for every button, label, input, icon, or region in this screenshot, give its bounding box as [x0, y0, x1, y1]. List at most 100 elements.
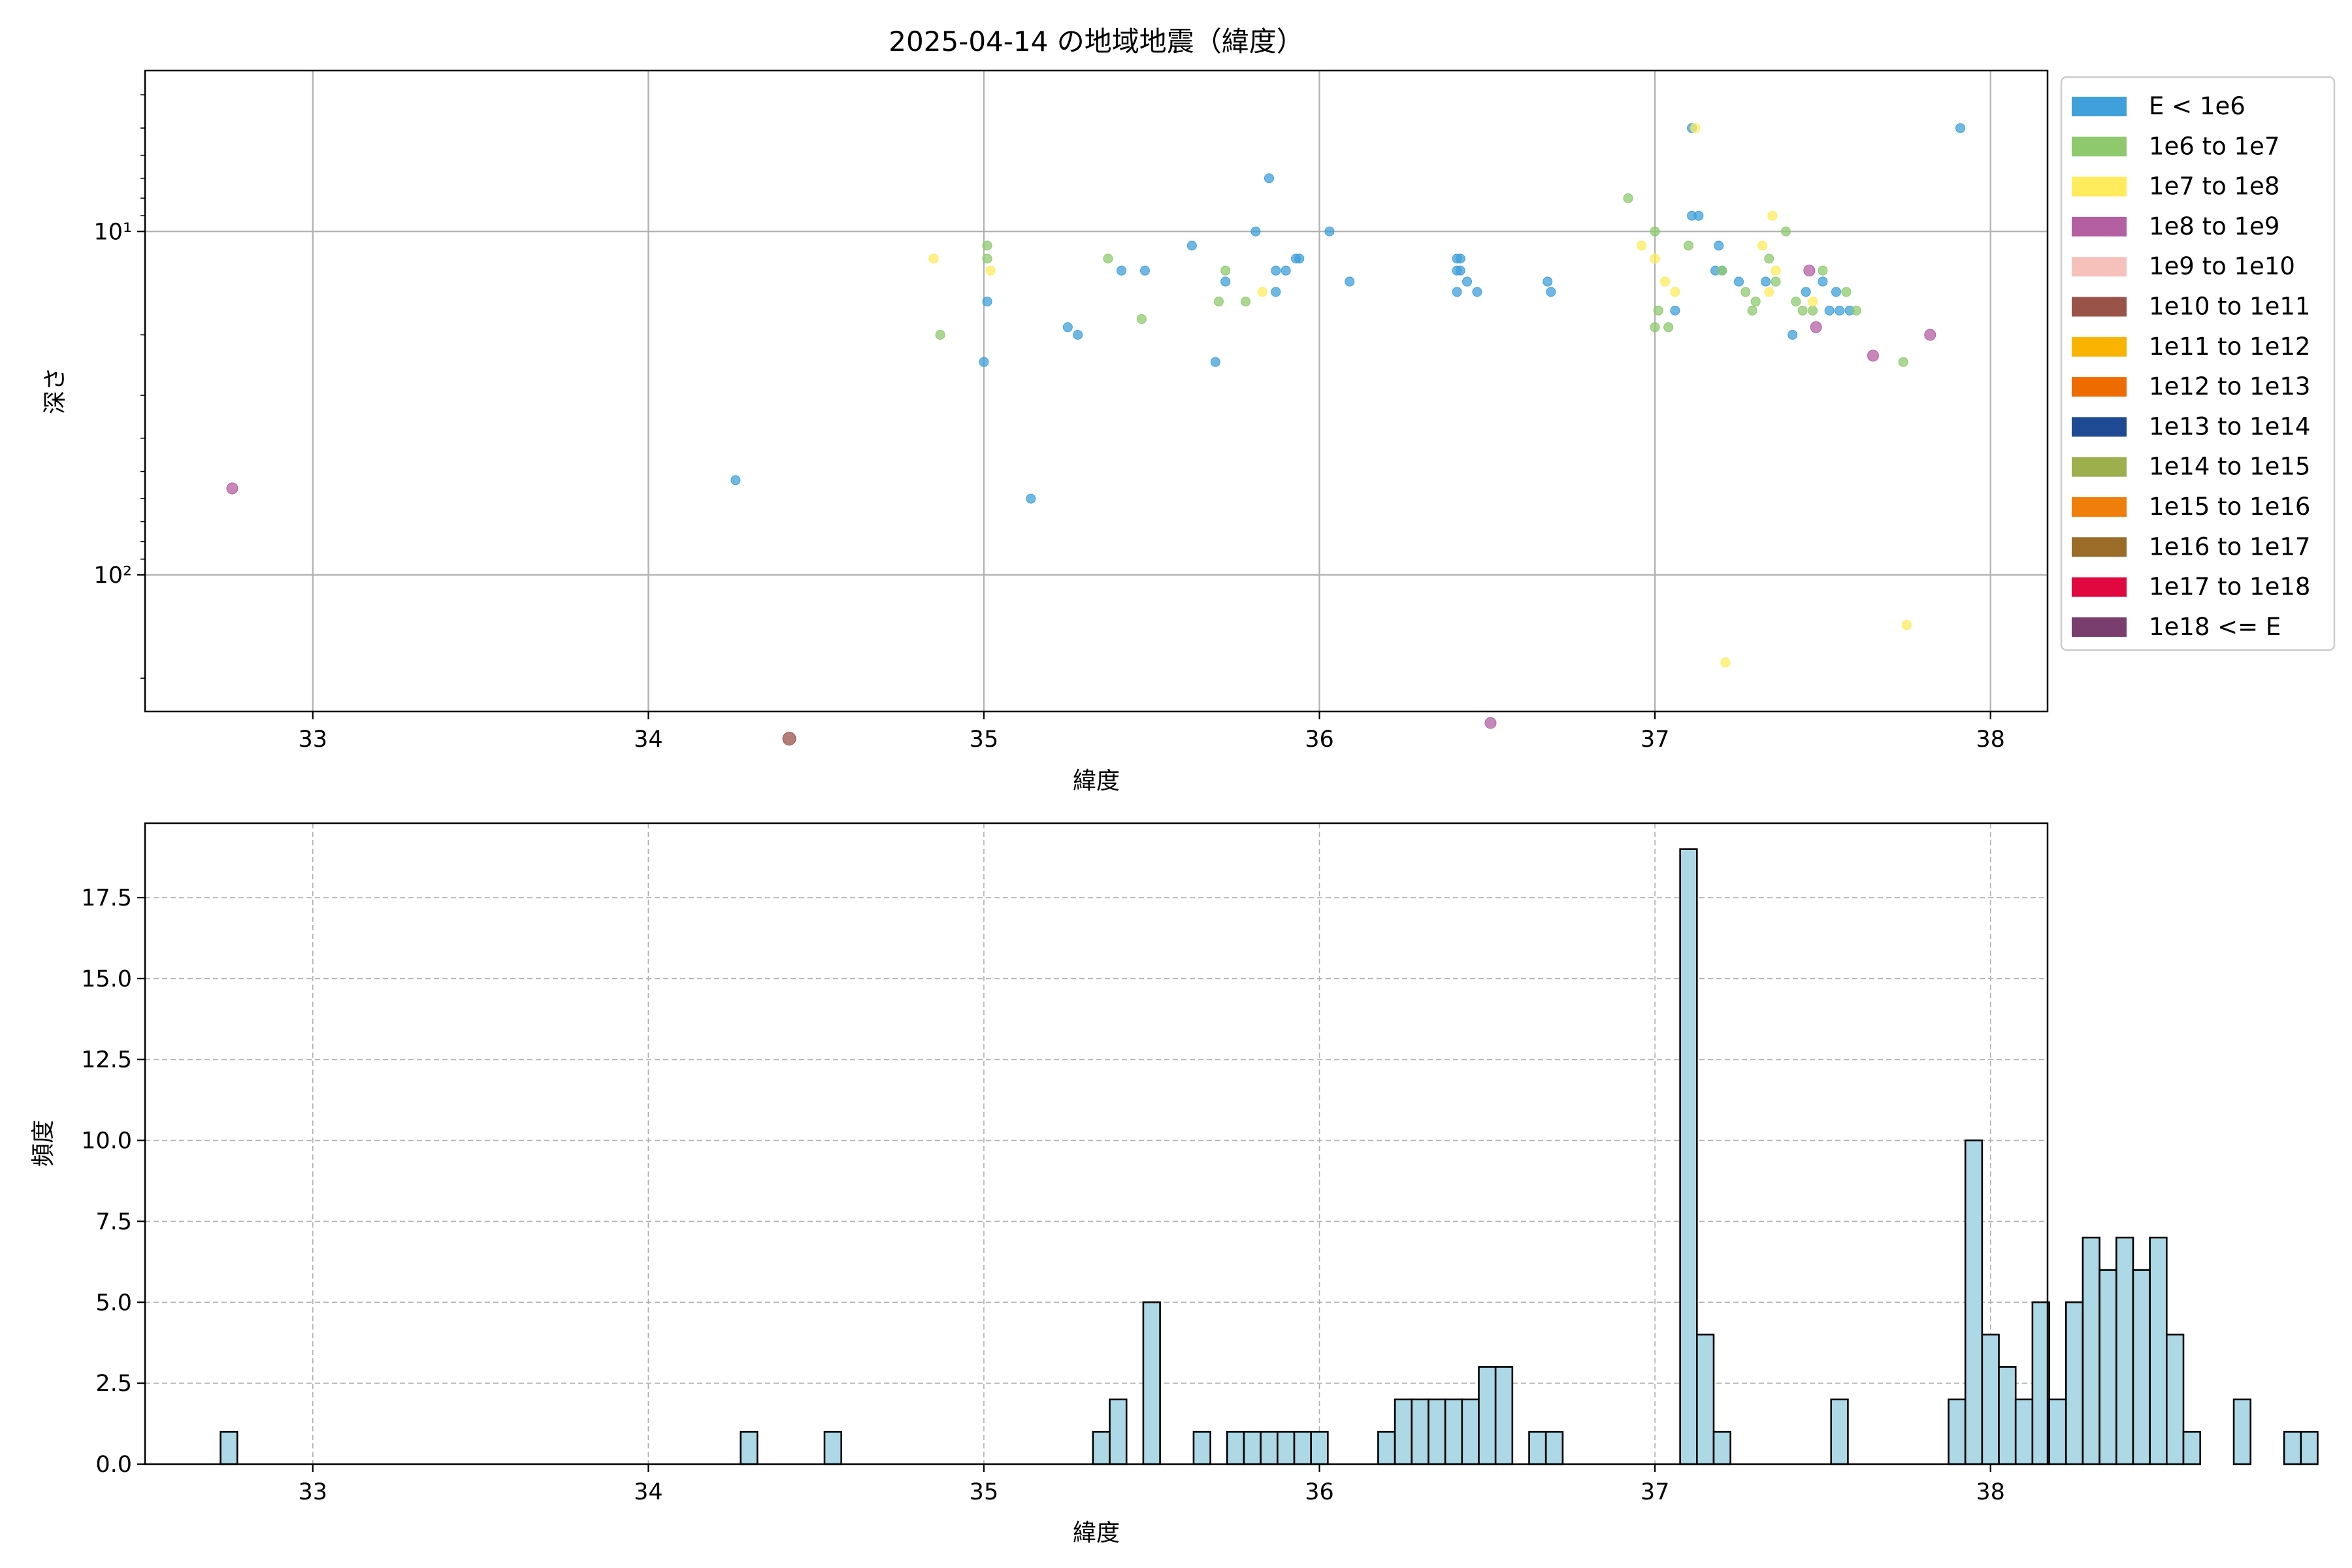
- legend-label: 1e13 to 1e14: [2149, 412, 2310, 440]
- scatter-point: [1807, 297, 1818, 307]
- legend: E < 1e6 1e6 to 1e7 1e7 to 1e8 1e8 to 1e9 1e9…: [2060, 76, 2336, 651]
- histogram-bar: [1461, 1398, 1480, 1465]
- scatter-point: [1803, 265, 1816, 277]
- scatter-point: [1660, 276, 1671, 287]
- scatter-point: [1717, 265, 1727, 276]
- scatter-point: [1139, 265, 1150, 276]
- scatter-points: [226, 123, 1965, 746]
- histogram-bar: [2048, 1398, 2067, 1465]
- histogram-bar: [2014, 1398, 2034, 1465]
- legend-swatch: [2072, 216, 2127, 237]
- scatter-point: [1650, 253, 1660, 264]
- scatter-point: [1324, 226, 1335, 237]
- histogram-bar: [2300, 1431, 2319, 1465]
- histogram-x-tick-label: 34: [634, 1479, 663, 1505]
- legend-swatch: [2072, 336, 2127, 357]
- scatter-point: [1670, 287, 1680, 297]
- legend-label: 1e17 to 1e18: [2149, 573, 2310, 601]
- scatter-point: [1797, 305, 1808, 316]
- scatter-point: [1472, 287, 1482, 297]
- scatter-point: [1801, 287, 1811, 297]
- histogram-bar: [2149, 1236, 2168, 1465]
- scatter-point: [1867, 350, 1879, 362]
- legend-swatch: [2072, 617, 2127, 637]
- histogram-bar: [1310, 1431, 1329, 1465]
- scatter-point: [1455, 265, 1465, 276]
- legend-label: E < 1e6: [2149, 92, 2246, 120]
- scatter-point: [1761, 276, 1771, 287]
- histogram-x-tick-label: 38: [1976, 1479, 2005, 1505]
- legend-label: 1e14 to 1e15: [2149, 453, 2310, 481]
- scatter-point: [1220, 276, 1231, 287]
- scatter-point: [1810, 321, 1822, 333]
- histogram-bar: [2099, 1269, 2117, 1465]
- scatter-point: [1693, 210, 1704, 221]
- scatter-point: [1764, 287, 1774, 297]
- scatter-point: [1484, 717, 1497, 729]
- histogram-bar: [2232, 1398, 2252, 1465]
- histogram-bar: [1494, 1366, 1514, 1465]
- legend-swatch: [2072, 537, 2127, 557]
- histogram-bar: [1394, 1398, 1413, 1465]
- scatter-point: [1764, 253, 1774, 264]
- scatter-x-tick-label: 36: [1305, 727, 1334, 753]
- histogram-y-tick-label: 2.5: [95, 1371, 132, 1397]
- scatter-point: [1073, 329, 1083, 340]
- histogram-bar: [1478, 1366, 1497, 1465]
- histogram-bar: [2065, 1301, 2084, 1465]
- scatter-point: [1186, 240, 1197, 251]
- scatter-point: [982, 297, 992, 307]
- scatter-plot-area: [145, 71, 2048, 711]
- scatter-point: [1264, 173, 1274, 184]
- legend-swatch: [2072, 176, 2127, 197]
- histogram-plot-area: [145, 823, 2048, 1464]
- histogram-bar: [1243, 1431, 1262, 1465]
- histogram-y-tick-label: 5.0: [95, 1290, 132, 1316]
- histogram-bar: [1544, 1431, 1564, 1465]
- scatter-point: [935, 329, 945, 340]
- legend-label: 1e16 to 1e17: [2149, 532, 2310, 561]
- scatter-point: [1220, 265, 1231, 276]
- histogram-x-tick-label: 36: [1305, 1479, 1334, 1505]
- scatter-point: [1062, 322, 1073, 333]
- scatter-point: [979, 357, 989, 367]
- scatter-point: [1757, 240, 1767, 251]
- scatter-y-axis-label: 深さ: [42, 367, 69, 414]
- histogram-bar: [823, 1431, 842, 1465]
- histogram-x-tick-label: 33: [299, 1479, 328, 1505]
- scatter-point: [1546, 287, 1556, 297]
- histogram-bar: [1981, 1333, 2000, 1465]
- legend-swatch: [2072, 417, 2127, 437]
- scatter-point: [1455, 253, 1465, 264]
- scatter-point: [1714, 240, 1724, 251]
- legend-label: 1e11 to 1e12: [2149, 333, 2310, 361]
- scatter-point: [1720, 657, 1731, 668]
- scatter-point: [1750, 297, 1761, 307]
- scatter-point: [1771, 265, 1781, 276]
- scatter-y-tick-label: 10²: [93, 563, 132, 589]
- legend-swatch: [2072, 577, 2127, 597]
- scatter-point: [1650, 226, 1660, 237]
- histogram-bar: [1528, 1431, 1547, 1465]
- scatter-point: [1462, 276, 1473, 287]
- histogram-bar: [1696, 1333, 1715, 1465]
- legend-swatch: [2072, 457, 2127, 477]
- scatter-point: [1898, 357, 1908, 367]
- legend-swatch: [2072, 137, 2127, 157]
- histogram-bar: [2082, 1236, 2100, 1465]
- histogram-bar: [1428, 1398, 1446, 1465]
- histogram-bar: [2031, 1301, 2050, 1465]
- scatter-point: [1955, 123, 1965, 133]
- histogram-bar: [1830, 1398, 1849, 1465]
- scatter-x-tick-label: 34: [634, 727, 663, 753]
- scatter-point: [1824, 305, 1835, 316]
- histogram-bar: [2182, 1431, 2201, 1465]
- scatter-point: [1281, 265, 1291, 276]
- scatter-point: [1213, 297, 1224, 307]
- scatter-point: [1623, 193, 1633, 203]
- scatter-frame: [144, 69, 2049, 713]
- legend-frame: [2060, 76, 2336, 651]
- scatter-point: [1663, 322, 1674, 333]
- histogram-bar: [1092, 1431, 1111, 1465]
- scatter-point: [982, 240, 992, 251]
